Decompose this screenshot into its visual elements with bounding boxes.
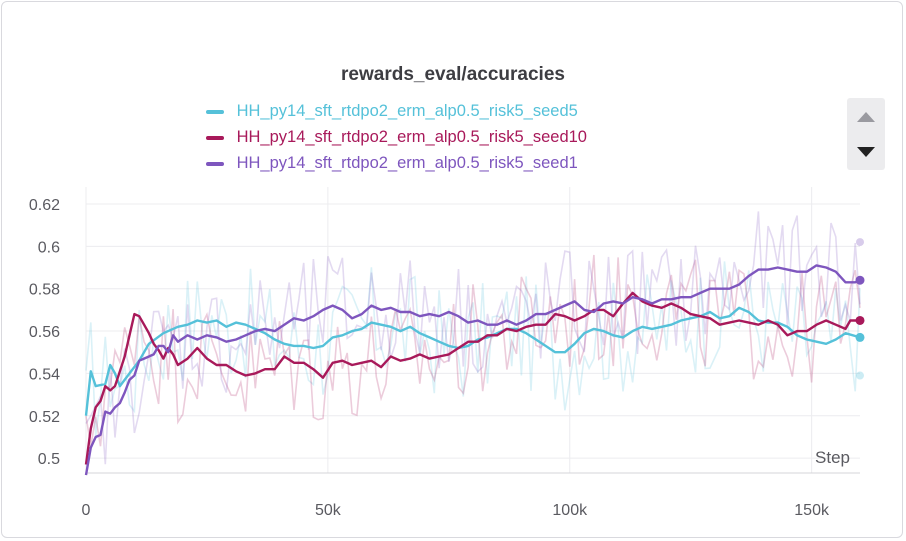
x-tick-label: 150k	[794, 502, 830, 519]
legend-swatch-seed1	[206, 161, 224, 166]
legend-swatch-seed5	[206, 109, 224, 114]
x-tick-label: 50k	[315, 502, 342, 519]
series-end-point	[855, 332, 865, 342]
series-end-raw-point	[856, 238, 864, 247]
legend-item-seed5[interactable]: HH_py14_sft_rtdpo2_erm_alp0.5_risk5_seed…	[206, 98, 766, 124]
series-end-raw-point	[856, 371, 864, 380]
y-tick-label: 0.6	[38, 239, 60, 256]
y-tick-label: 0.54	[29, 366, 60, 383]
scroll-up-icon[interactable]	[857, 112, 875, 122]
raw-series-line	[85, 254, 861, 447]
legend: HH_py14_sft_rtdpo2_erm_alp0.5_risk5_seed…	[206, 98, 766, 176]
legend-label-seed5: HH_py14_sft_rtdpo2_erm_alp0.5_risk5_seed…	[236, 102, 578, 120]
legend-label-seed10: HH_py14_sft_rtdpo2_erm_alp0.5_risk5_seed…	[236, 128, 587, 146]
y-tick-label: 0.52	[29, 409, 60, 426]
y-tick-label: 0.58	[29, 282, 60, 299]
legend-item-seed1[interactable]: HH_py14_sft_rtdpo2_erm_alp0.5_risk5_seed…	[206, 150, 766, 176]
x-tick-label: 0	[82, 502, 91, 519]
y-tick-label: 0.5	[38, 451, 60, 468]
raw-series-line	[85, 211, 861, 465]
legend-swatch-seed10	[206, 135, 224, 140]
x-tick-label: 100k	[552, 502, 588, 519]
legend-label-seed1: HH_py14_sft_rtdpo2_erm_alp0.5_risk5_seed…	[236, 154, 578, 172]
x-axis-label: Step	[815, 448, 850, 467]
y-tick-label: 0.56	[29, 324, 60, 341]
scroll-down-icon[interactable]	[857, 147, 875, 157]
chart-title: rewards_eval/accuracies	[341, 64, 565, 85]
y-tick-label: 0.62	[29, 197, 60, 214]
series-end-point	[855, 315, 865, 325]
series-line	[84, 291, 860, 465]
series-line	[84, 264, 861, 476]
series-line	[84, 306, 861, 416]
series-end-point	[855, 275, 865, 285]
legend-scroll-control	[847, 98, 885, 170]
legend-item-seed10[interactable]: HH_py14_sft_rtdpo2_erm_alp0.5_risk5_seed…	[206, 124, 766, 150]
